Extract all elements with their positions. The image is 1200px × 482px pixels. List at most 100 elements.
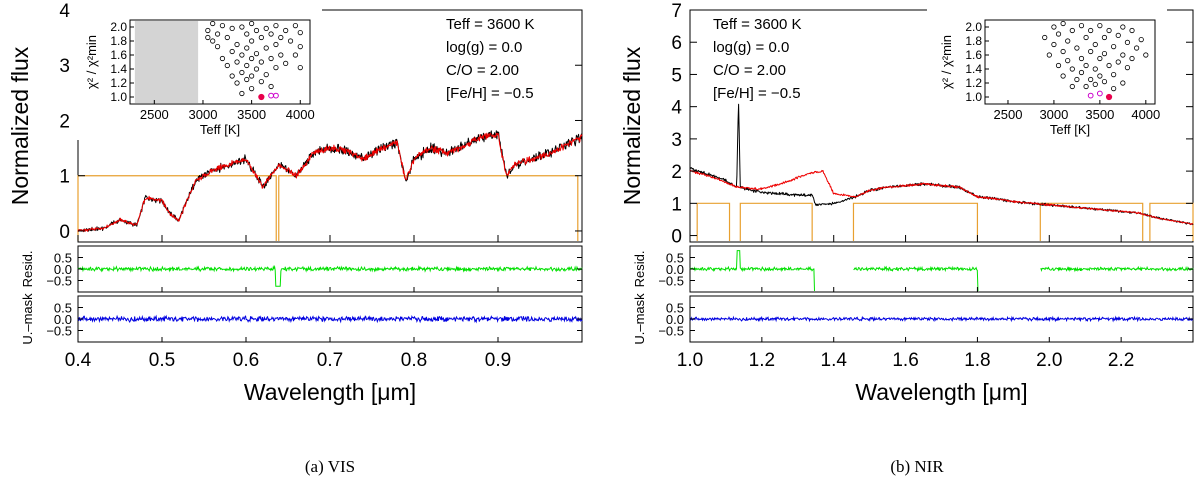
model-grid-point: [1124, 65, 1131, 71]
mask-segment: [77, 175, 277, 241]
model-grid-point: [210, 20, 216, 27]
residual-plot-ytick-label: 0.5: [666, 251, 684, 266]
inset-xlabel: Teff [K]: [200, 122, 240, 137]
unmasked-residual-plot-ylabel: U.–mask: [20, 293, 35, 345]
residual-plot-ytick-label: −0.5: [658, 274, 684, 289]
model-grid-point: [263, 72, 269, 78]
near-best-point: [273, 92, 279, 99]
model-grid-point: [249, 73, 255, 79]
model-grid-point: [1078, 55, 1085, 62]
inset-ytick-label: 1.8: [110, 34, 127, 48]
main-ylabel: Normalized flux: [7, 46, 33, 205]
model-grid-point: [249, 55, 255, 62]
model-grid-point: [229, 48, 235, 55]
model-grid-point: [1134, 45, 1140, 51]
model-grid-point: [239, 52, 245, 58]
model-grid-point: [1097, 22, 1103, 29]
model-grid-point: [258, 59, 264, 65]
model-grid-point: [283, 27, 289, 34]
model-grid-point: [1069, 66, 1075, 72]
fit-parameter-annotation: C/O = 2.00: [713, 62, 786, 79]
model-grid-point: [1088, 27, 1094, 34]
model-grid-point: [214, 31, 221, 37]
model-grid-point: [1129, 27, 1135, 34]
inset-background: [927, 8, 1167, 140]
mask-segment: [1149, 202, 1194, 241]
model-grid-point: [244, 45, 250, 51]
mask-segment: [696, 202, 731, 241]
main-ytick-label: 6: [671, 33, 682, 54]
inset-ytick-label: 1.0: [110, 90, 127, 104]
model-grid-point: [239, 69, 245, 76]
inset-ytick-label: 1.2: [965, 76, 982, 90]
model-grid-point: [1069, 83, 1075, 90]
main-ytick-label: 3: [59, 56, 70, 77]
model-grid-point: [1106, 62, 1112, 69]
inset-ytick-label: 2.0: [965, 20, 982, 34]
model-grid-point: [1092, 66, 1098, 72]
model-grid-point: [292, 52, 299, 58]
main-ytick-label: 2: [671, 162, 682, 183]
mask-segment: [852, 202, 979, 241]
inset-xlabel: Teff [K]: [1050, 122, 1090, 137]
xtick-label: 0.5: [149, 350, 175, 371]
model-grid-point: [1060, 48, 1066, 55]
model-grid-point: [1078, 69, 1085, 76]
main-ytick-label: 4: [671, 98, 682, 119]
model-grid-point: [1074, 45, 1080, 51]
main-ytick-label: 1: [59, 167, 70, 188]
model-grid-point: [1083, 83, 1089, 90]
xtick-label: 1.2: [749, 350, 775, 371]
model-grid-point: [1042, 34, 1048, 41]
main-ytick-label: 5: [671, 65, 682, 86]
model-grid-point: [1069, 27, 1075, 34]
inset-frame: [984, 19, 1156, 105]
inset-ytick-label: 1.8: [965, 34, 982, 48]
fit-parameter-annotation: log(g) = 0.0: [446, 39, 522, 56]
model-grid-point: [224, 62, 230, 69]
inset-ytick-label: 2.0: [110, 20, 127, 34]
unmasked-residual-plot-ytick-label: 0.5: [54, 301, 72, 316]
model-grid-point: [210, 38, 216, 44]
model-grid-point: [234, 41, 240, 48]
residual-plot-ytick-label: −0.5: [46, 274, 72, 289]
inset-ytick-label: 1.6: [110, 48, 127, 62]
model-grid-point: [219, 55, 226, 62]
xtick-label: 0.6: [233, 350, 259, 371]
observed-spectrum-line: [77, 130, 583, 232]
model-grid-point: [1065, 57, 1071, 64]
excluded-region: [134, 21, 199, 103]
mask-segment: [739, 202, 813, 241]
main-ytick-label: 0: [671, 227, 682, 248]
model-grid-point: [205, 27, 211, 34]
unmasked-residual-plot-line: [689, 315, 1194, 323]
unmasked-residual-plot-ytick-label: 0.0: [54, 312, 72, 327]
inset-ytick-label: 1.4: [965, 62, 982, 76]
model-grid-point: [1120, 80, 1126, 86]
model-grid-point: [1111, 86, 1117, 92]
model-grid-point: [229, 73, 235, 79]
residual-plot-line: [77, 264, 583, 287]
model-grid-point: [268, 31, 274, 37]
model-grid-point: [1092, 41, 1098, 48]
model-grid-point: [1051, 41, 1057, 48]
model-grid-point: [263, 25, 269, 31]
unmasked-residual-plot-line: [77, 314, 583, 324]
unmasked-residual-plot-ytick-label: 0.5: [666, 301, 684, 316]
near-best-point: [1087, 92, 1094, 99]
model-grid-point: [1083, 34, 1089, 41]
residual-plot-ylabel: Resid.: [20, 251, 35, 288]
model-grid-point: [219, 22, 226, 29]
inset-frame: [129, 19, 311, 105]
model-grid-point: [229, 25, 235, 31]
model-grid-point: [1083, 62, 1089, 69]
model-grid-point: [273, 22, 279, 29]
xlabel: Wavelength [μm]: [244, 379, 416, 405]
model-grid-point: [287, 38, 294, 44]
model-grid-point: [258, 79, 264, 85]
residual-plot-ytick-label: 0.0: [54, 262, 72, 277]
model-grid-point: [1060, 20, 1066, 27]
xtick-label: 0.8: [401, 350, 427, 371]
model-grid-point: [253, 66, 260, 72]
